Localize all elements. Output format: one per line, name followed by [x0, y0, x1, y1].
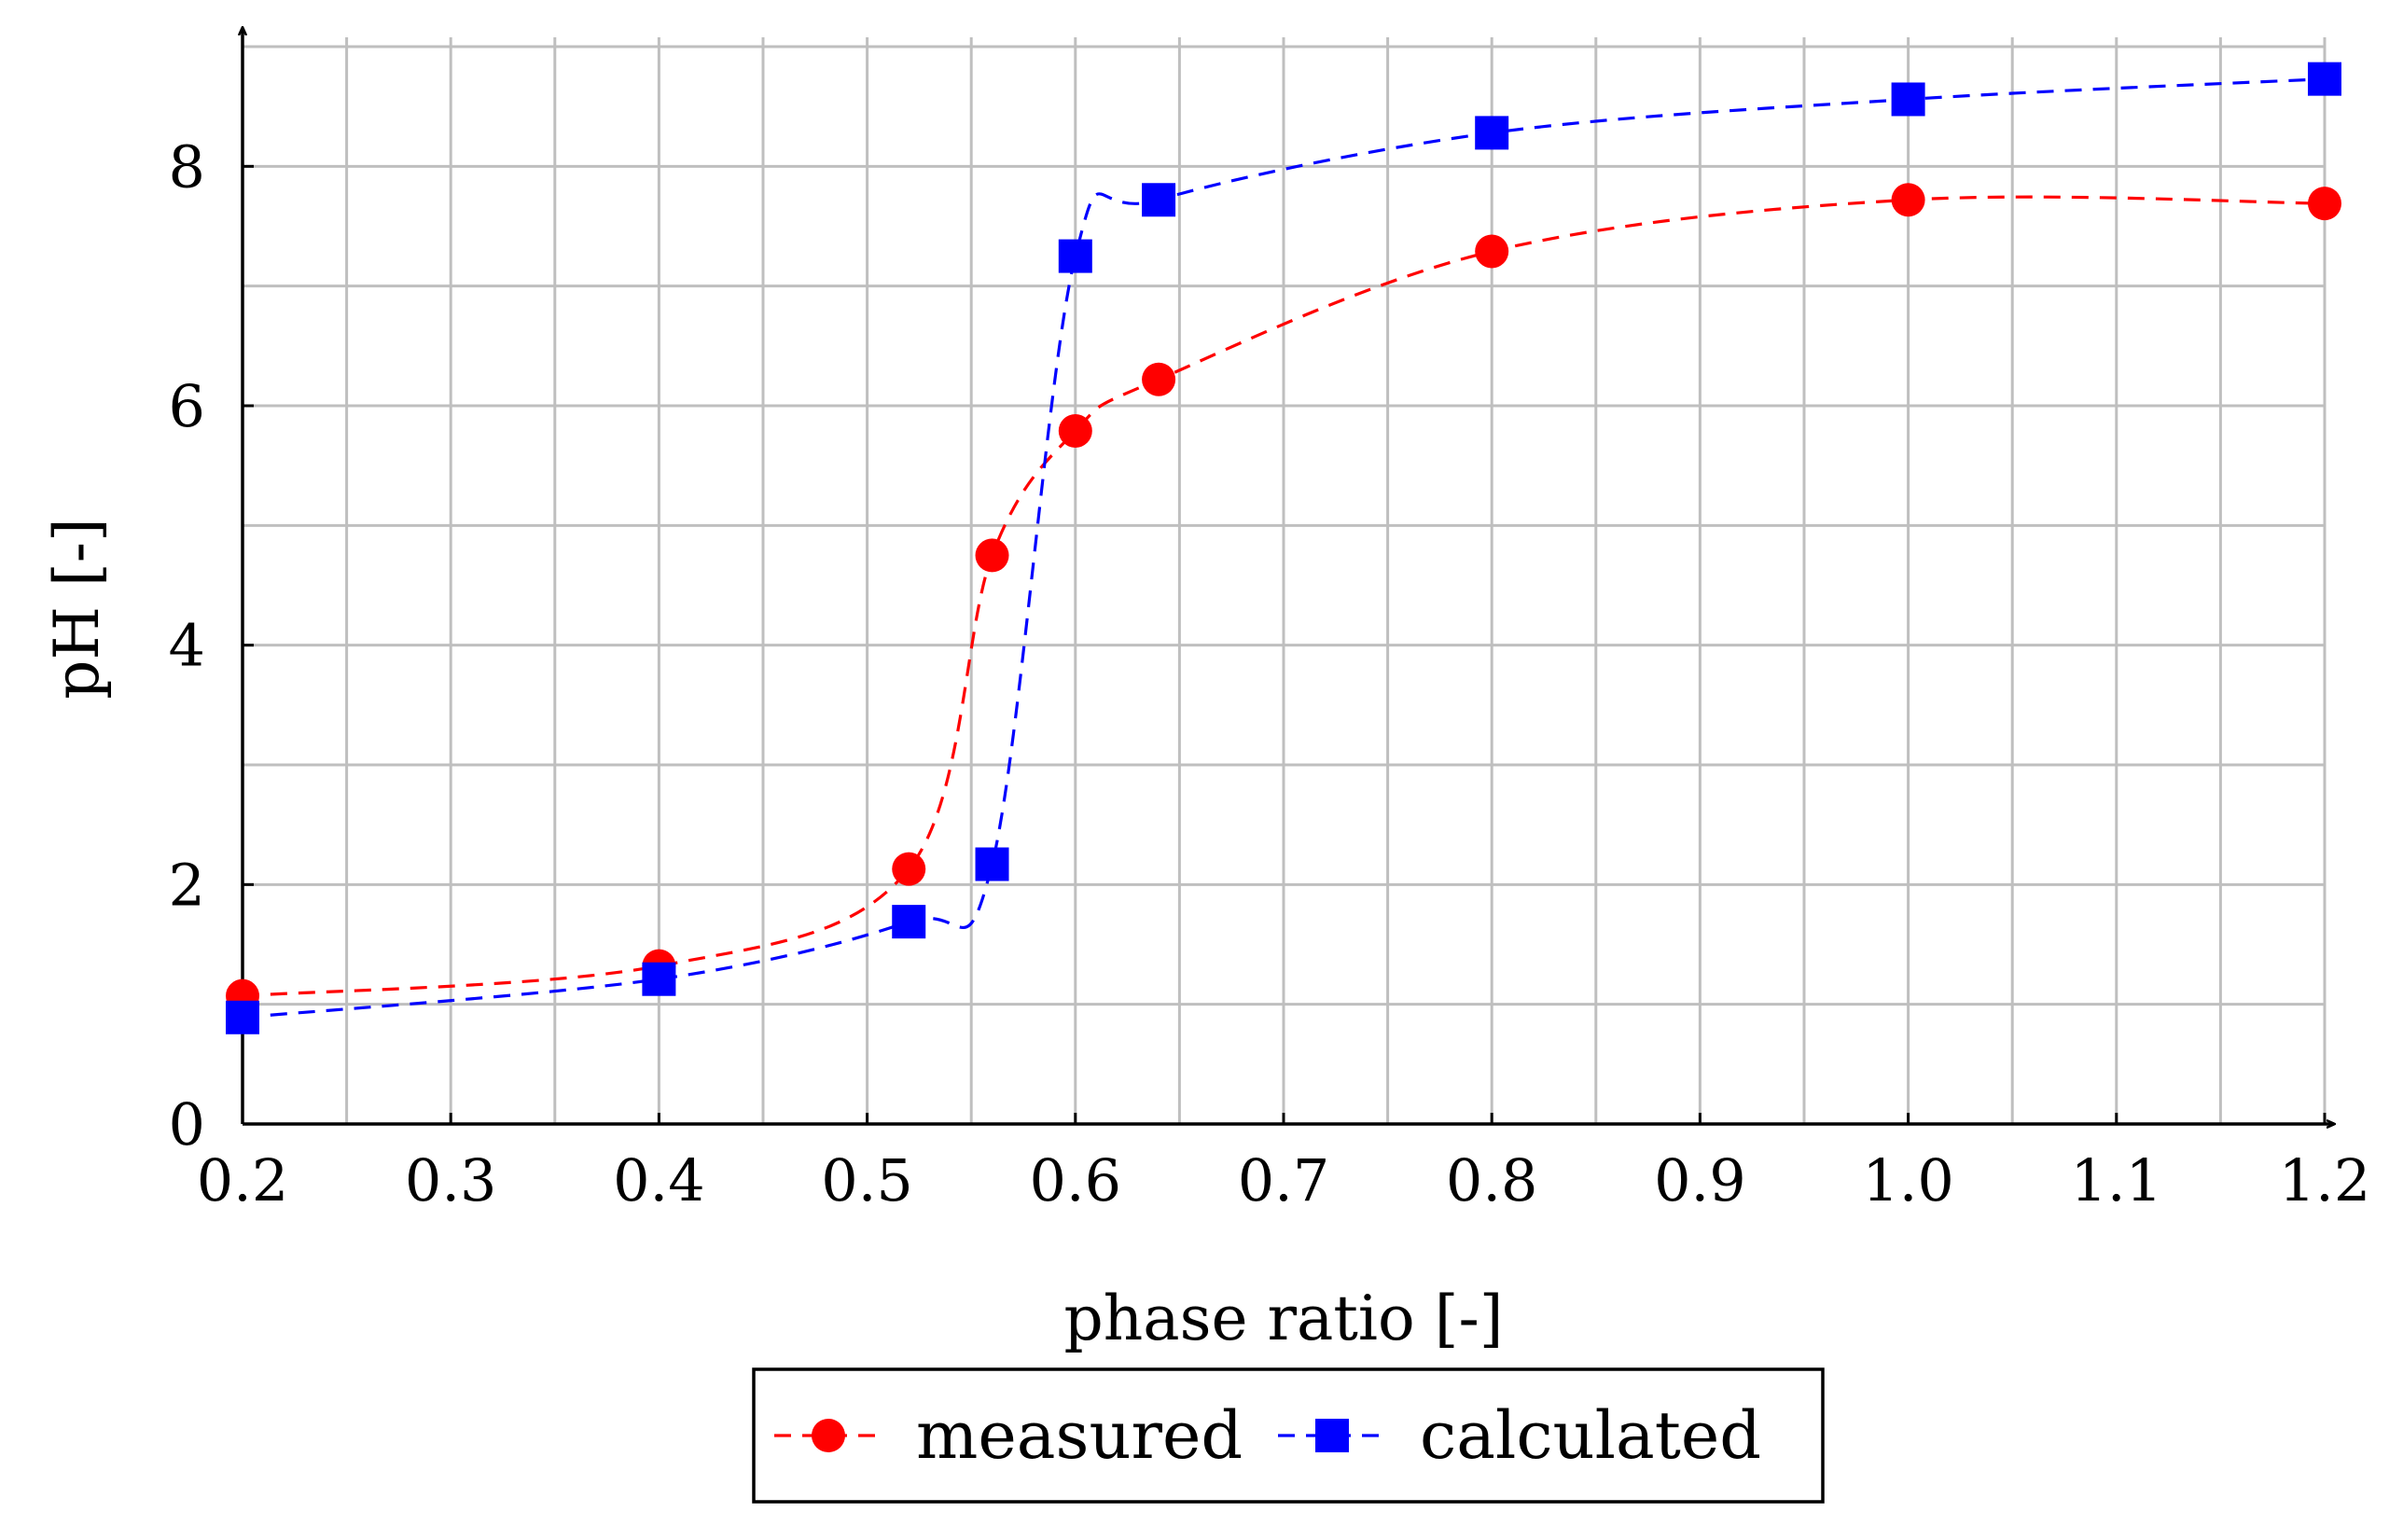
x-tick-label: 1.0 — [1862, 1146, 1954, 1214]
legend-items: measured calculated — [774, 1397, 1761, 1474]
data-point-calculated — [1058, 239, 1092, 273]
y-tick-label: 6 — [169, 372, 205, 440]
data-point-measured — [892, 852, 926, 886]
y-tick-label: 0 — [169, 1090, 205, 1158]
x-tick-label: 0.8 — [1446, 1146, 1538, 1214]
x-tick-label: 1.1 — [2070, 1146, 2162, 1214]
x-tick-label: 0.6 — [1029, 1146, 1121, 1214]
data-point-measured — [1142, 362, 1176, 396]
legend: measured calculated — [752, 1367, 1825, 1504]
x-tick-label: 0.5 — [821, 1146, 913, 1214]
data-point-measured — [975, 538, 1009, 573]
legend-item-measured: measured — [774, 1397, 1243, 1474]
data-point-measured — [1891, 183, 1925, 217]
y-tick-label: 8 — [169, 132, 205, 201]
series-calculated — [226, 62, 2341, 1034]
x-tick-label: 0.7 — [1238, 1146, 1330, 1214]
data-point-calculated — [1475, 116, 1509, 150]
data-point-calculated — [642, 962, 676, 996]
legend-item-calculated: calculated — [1278, 1397, 1761, 1474]
data-point-calculated — [1142, 183, 1176, 217]
legend-marker-calculated — [1315, 1419, 1349, 1452]
x-tick-label: 1.2 — [2279, 1146, 2371, 1214]
grid — [241, 37, 2327, 1124]
x-axis-title: phase ratio [-] — [1063, 1283, 1503, 1354]
data-point-measured — [1475, 234, 1509, 269]
y-tick-label: 4 — [169, 612, 205, 680]
axes — [243, 28, 2334, 1124]
legend-marker-measured — [812, 1419, 845, 1452]
x-tick-label: 0.3 — [405, 1146, 497, 1214]
data-point-calculated — [1891, 82, 1925, 117]
series-line-measured — [242, 195, 2326, 998]
data-point-calculated — [892, 905, 926, 939]
x-tick-label: 0.9 — [1654, 1146, 1746, 1214]
data-point-measured — [1058, 413, 1092, 448]
y-axis-title: pH [-] — [41, 518, 113, 700]
x-tick-label: 0.2 — [197, 1146, 289, 1214]
y-tick-label: 2 — [169, 851, 205, 919]
legend-label-measured: measured — [916, 1397, 1243, 1474]
data-point-calculated — [975, 847, 1009, 881]
tick-labels: 0.2 0.3 0.4 0.5 0.6 0.7 0.8 0.9 1.0 1.1 1.2 0 2 4 6 8 — [169, 132, 2371, 1214]
data-point-measured — [2308, 187, 2341, 221]
series-measured — [226, 183, 2341, 1013]
axis-titles: phase ratio [-] pH [-] — [41, 518, 1504, 1354]
series-area — [226, 62, 2341, 1034]
series-line-calculated — [242, 77, 2326, 1020]
legend-label-calculated: calculated — [1420, 1397, 1761, 1474]
data-point-calculated — [226, 1000, 259, 1034]
data-point-calculated — [2308, 62, 2341, 96]
x-tick-label: 0.4 — [613, 1146, 705, 1214]
